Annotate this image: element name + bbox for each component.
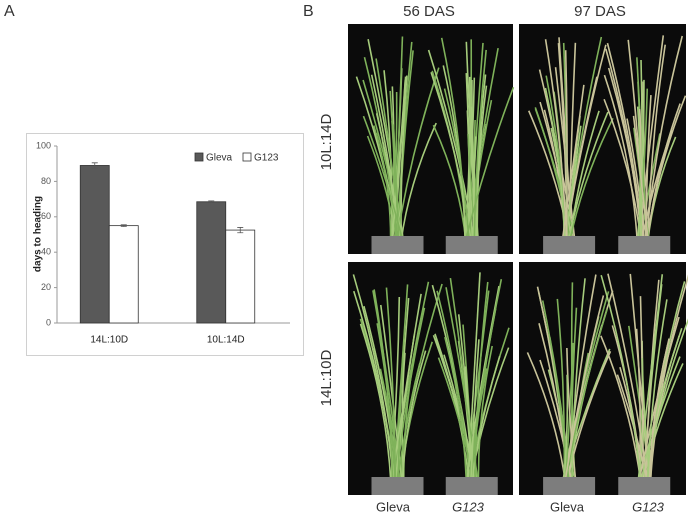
- plant-blade: [564, 308, 609, 484]
- genotype-label: Gleva: [550, 499, 585, 514]
- x-tick-label: 14L:10D: [90, 335, 128, 346]
- plant-blade: [473, 49, 487, 243]
- pot: [543, 236, 596, 254]
- pot: [618, 477, 671, 495]
- plant-blade: [562, 374, 569, 484]
- plant-blade: [566, 348, 577, 484]
- plant-blade: [434, 333, 471, 484]
- error-bar: [91, 162, 98, 169]
- plant-blade: [565, 350, 612, 484]
- y-tick-label: 80: [41, 176, 51, 186]
- plant-blade: [570, 278, 586, 484]
- panel-label: B: [303, 3, 314, 20]
- plant-blade: [467, 272, 481, 484]
- plant-blade: [646, 299, 668, 484]
- bar: [196, 201, 227, 324]
- pot: [371, 236, 424, 254]
- plant-blade: [648, 344, 669, 484]
- plant-blade: [443, 88, 470, 243]
- plant-blade: [649, 274, 688, 484]
- plant-blade: [477, 345, 493, 484]
- plant-blade: [436, 290, 472, 484]
- y-tick-label: 40: [41, 247, 51, 257]
- plant-blade: [376, 323, 397, 484]
- plant-blade: [392, 124, 400, 243]
- plant-blade: [359, 323, 392, 484]
- photos: [348, 24, 688, 495]
- legend-swatch: [242, 152, 252, 162]
- plant-blade: [561, 84, 585, 243]
- plant-blade: [603, 74, 639, 243]
- error-bar: [120, 224, 127, 227]
- pot: [371, 477, 424, 495]
- plant-blade: [391, 120, 398, 243]
- plant-blade: [526, 352, 567, 484]
- plant-blade: [564, 295, 605, 484]
- plant-blade: [400, 75, 408, 243]
- chart-frame: [26, 133, 304, 356]
- plant-blade: [556, 298, 566, 484]
- plant-blade: [396, 283, 443, 484]
- pot: [543, 477, 596, 495]
- plant-blade: [637, 274, 664, 484]
- plant-blade: [647, 44, 666, 243]
- pot: [445, 477, 498, 495]
- plant-blade: [640, 130, 673, 243]
- y-tick-label: 60: [41, 211, 51, 221]
- plant-blade: [395, 67, 440, 243]
- plant-blade: [362, 115, 404, 243]
- bar: [79, 165, 110, 324]
- plant-blade: [607, 273, 649, 484]
- genotype-label: Gleva: [376, 499, 411, 514]
- plant-blade: [469, 279, 503, 484]
- y-axis-label: days to heading: [33, 196, 44, 272]
- plant-blade: [568, 117, 614, 243]
- genotype-label: G123: [632, 499, 665, 514]
- error-bar: [237, 227, 244, 234]
- plant-blade: [645, 95, 652, 243]
- plant-blade: [639, 328, 683, 484]
- plant-blade: [541, 300, 570, 484]
- legend-swatch: [194, 152, 204, 162]
- legend-label: G123: [254, 153, 279, 164]
- bar: [225, 229, 256, 324]
- plant-blade: [464, 86, 515, 243]
- y-tick-label: 0: [46, 317, 51, 327]
- panel-label: A: [4, 3, 15, 20]
- plant-blade: [474, 281, 489, 484]
- plant-blade: [626, 118, 646, 243]
- plant-blade: [567, 111, 609, 243]
- bar: [108, 225, 139, 324]
- plant-blade: [385, 287, 397, 484]
- plant-blade: [445, 287, 480, 484]
- genotype-label: G123: [452, 499, 485, 514]
- plant-blade: [401, 350, 427, 484]
- plant-blade: [627, 39, 646, 243]
- y-tick-label: 20: [41, 282, 51, 292]
- pot: [618, 236, 671, 254]
- plant-blade: [469, 339, 480, 484]
- row-header: 14L:10D: [318, 349, 335, 406]
- error-bar: [208, 200, 215, 204]
- plant-blade: [646, 103, 681, 243]
- plant-blade: [600, 274, 642, 484]
- x-tick-label: 10L:14D: [207, 335, 245, 346]
- pot: [445, 236, 498, 254]
- plant-blade: [564, 50, 568, 243]
- legend-label: Gleva: [206, 153, 233, 164]
- column-header: 56 DAS: [403, 3, 455, 20]
- plant-blade: [444, 336, 468, 484]
- row-header: 10L:14D: [318, 113, 335, 170]
- y-tick-label: 100: [36, 140, 51, 150]
- plant-blade: [471, 79, 478, 243]
- plant-blade: [367, 39, 405, 243]
- column-header: 97 DAS: [574, 3, 626, 20]
- plant-blade: [400, 122, 437, 243]
- plant-blade: [390, 79, 407, 243]
